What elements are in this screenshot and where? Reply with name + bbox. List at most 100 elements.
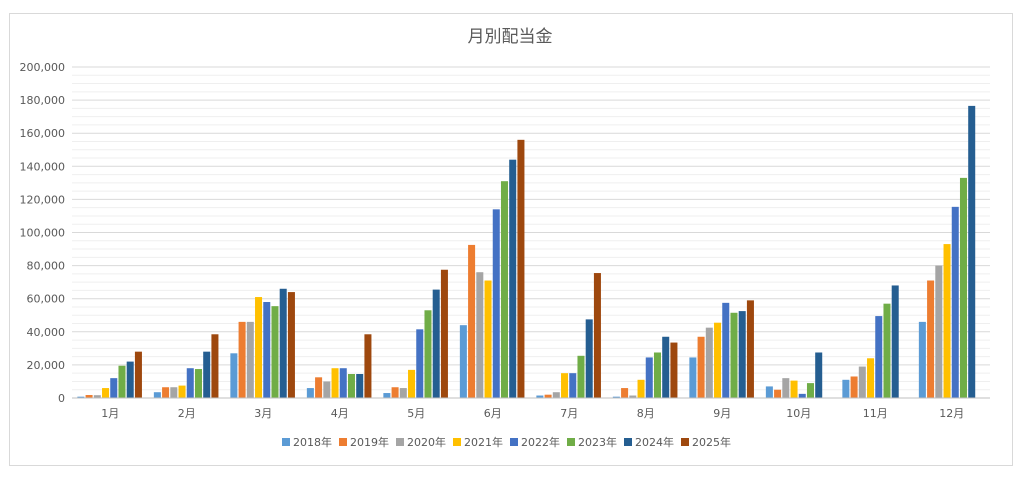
bar-2025年-5月 — [440, 269, 448, 398]
bar-2024年-6月 — [509, 159, 517, 398]
bar-2018年-2月 — [153, 392, 161, 398]
bar-2019年-5月 — [391, 387, 399, 398]
bar-2023年-9月 — [730, 312, 738, 398]
legend-item: 2024年 — [624, 435, 674, 449]
bar-2022年-10月 — [798, 393, 806, 398]
bar-2023年-5月 — [424, 310, 432, 398]
bar-2019年-9月 — [697, 336, 705, 398]
bar-2019年-4月 — [315, 377, 323, 398]
bar-2019年-2月 — [162, 387, 170, 398]
legend-label: 2020年 — [407, 435, 446, 449]
bar-2024年-1月 — [126, 361, 134, 398]
bar-2021年-9月 — [714, 322, 722, 398]
bar-2020年-6月 — [476, 272, 484, 398]
bar-2018年-5月 — [383, 393, 391, 398]
bar-2025年-9月 — [746, 300, 754, 398]
legend-swatch — [453, 438, 461, 446]
bar-2024年-9月 — [738, 311, 746, 398]
x-tick-label: 10月 — [786, 407, 811, 420]
bar-2020年-12月 — [935, 265, 943, 398]
bar-2023年-12月 — [959, 177, 967, 398]
legend-swatch — [339, 438, 347, 446]
bar-2021年-6月 — [484, 280, 492, 398]
bar-2025年-2月 — [211, 334, 219, 398]
bar-2018年-6月 — [459, 325, 467, 398]
bar-2022年-1月 — [110, 378, 118, 398]
bar-2022年-4月 — [339, 368, 347, 398]
bar-2025年-8月 — [670, 342, 678, 398]
bar-2023年-3月 — [271, 306, 279, 398]
y-tick-label: 80,000 — [27, 260, 66, 273]
legend-swatch — [624, 438, 632, 446]
bar-2022年-11月 — [875, 316, 883, 398]
bar-2025年-1月 — [134, 351, 142, 398]
y-tick-label: 60,000 — [27, 293, 66, 306]
bar-2019年-3月 — [238, 321, 246, 398]
legend-item: 2021年 — [453, 435, 503, 449]
bar-2024年-12月 — [968, 105, 976, 398]
bar-2019年-8月 — [621, 388, 629, 398]
x-tick-label: 8月 — [637, 407, 655, 420]
y-tick-label: 180,000 — [20, 94, 66, 107]
bar-2023年-7月 — [577, 355, 585, 398]
bar-2022年-9月 — [722, 302, 730, 398]
bar-2021年-8月 — [637, 379, 645, 398]
legend-item: 2025年 — [681, 435, 731, 449]
x-tick-label: 7月 — [560, 407, 578, 420]
legend-item: 2020年 — [396, 435, 446, 449]
legend-label: 2024年 — [635, 435, 674, 449]
bar-2018年-11月 — [842, 379, 850, 398]
legend-item: 2023年 — [567, 435, 617, 449]
bar-2024年-8月 — [662, 336, 670, 398]
legend-label: 2023年 — [578, 435, 617, 449]
bar-2021年-5月 — [408, 369, 416, 398]
bar-2022年-2月 — [186, 368, 194, 398]
bar-2024年-10月 — [815, 352, 823, 398]
y-axis: 0 20,000 40,000 60,000 80,000 100,000 120,000 1… — [20, 61, 66, 405]
legend-label: 2025年 — [692, 435, 731, 449]
bar-2020年-7月 — [552, 392, 560, 398]
bar-2024年-11月 — [891, 285, 899, 398]
bar-2018年-4月 — [306, 388, 314, 398]
x-tick-label: 5月 — [407, 407, 425, 420]
chart-title: 月別配当金 — [468, 27, 553, 47]
x-tick-label: 3月 — [254, 407, 272, 420]
bar-2024年-5月 — [432, 289, 440, 398]
bar-2020年-3月 — [246, 321, 254, 398]
bar-2020年-1月 — [93, 395, 101, 398]
bar-2020年-9月 — [705, 327, 713, 398]
bar-2018年-10月 — [765, 386, 773, 398]
bar-2021年-1月 — [102, 388, 110, 398]
x-axis: 1月 2月 3月 4月 5月 6月 7月 8月 9月 10月 11月 12月 — [72, 397, 990, 420]
bar-2021年-7月 — [561, 373, 569, 398]
bar-2021年-3月 — [255, 297, 263, 398]
bar-2019年-7月 — [544, 394, 552, 398]
bar-2019年-11月 — [850, 376, 858, 398]
bar-2022年-12月 — [951, 206, 959, 398]
bar-2021年-4月 — [331, 368, 339, 398]
bar-2024年-3月 — [279, 288, 287, 398]
y-tick-label: 120,000 — [20, 193, 66, 206]
y-tick-label: 20,000 — [27, 359, 66, 372]
bar-2023年-6月 — [500, 181, 508, 398]
bar-2023年-8月 — [653, 352, 661, 398]
bar-2023年-11月 — [883, 303, 891, 398]
grid-lines — [72, 66, 990, 399]
legend-swatch — [567, 438, 575, 446]
legend-label: 2018年 — [293, 435, 332, 449]
bar-2023年-2月 — [194, 369, 202, 398]
bar-2018年-7月 — [536, 395, 544, 398]
x-tick-label: 2月 — [178, 407, 196, 420]
legend-label: 2021年 — [464, 435, 503, 449]
bar-2023年-1月 — [118, 365, 126, 398]
bar-2024年-2月 — [203, 351, 211, 398]
x-tick-label: 12月 — [939, 407, 964, 420]
y-tick-label: 140,000 — [20, 160, 66, 173]
x-tick-label: 11月 — [863, 407, 888, 420]
x-tick-label: 1月 — [101, 407, 119, 420]
bar-2023年-4月 — [347, 374, 355, 398]
bar-2020年-4月 — [323, 381, 331, 398]
y-tick-label: 160,000 — [20, 127, 66, 140]
x-tick-label: 4月 — [331, 407, 349, 420]
